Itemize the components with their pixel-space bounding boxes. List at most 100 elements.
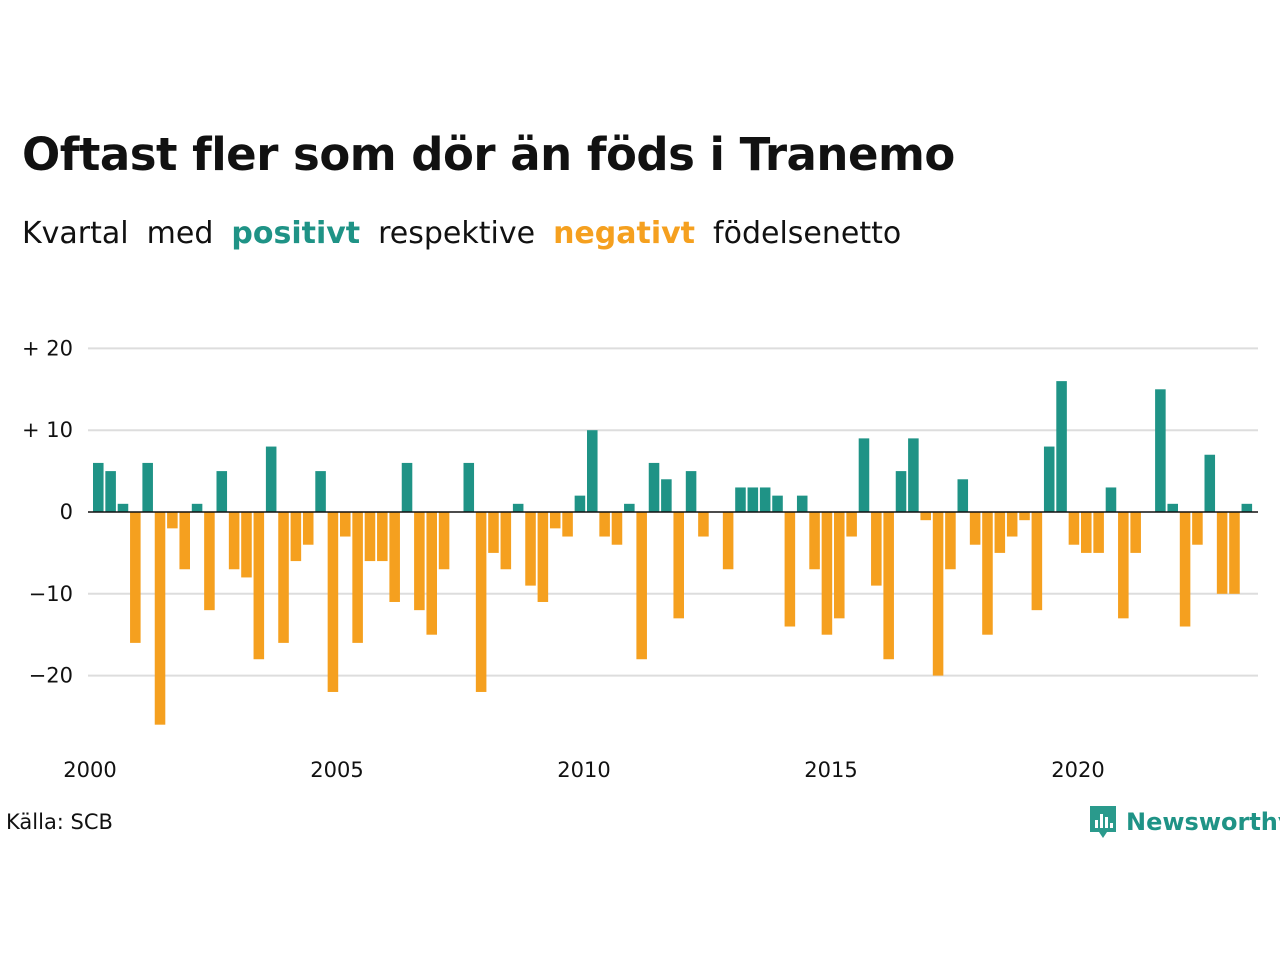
bar <box>216 471 228 512</box>
bar <box>364 512 376 562</box>
subtitle-word-quarter: Kvartal <box>22 216 129 251</box>
subtitle-word-net-births: födelsenetto <box>713 216 902 251</box>
bar <box>241 512 252 578</box>
bar <box>549 512 561 529</box>
bar <box>1229 512 1240 594</box>
bar <box>228 512 240 570</box>
bar <box>438 512 450 570</box>
bar <box>142 462 153 512</box>
newsworthy-logo: Newsworthy <box>1088 804 1280 840</box>
bar <box>377 512 388 562</box>
chart-title: Oftast fler som dör än föds i Tranemo <box>22 128 955 181</box>
bars <box>88 381 1258 725</box>
bar <box>1031 512 1043 611</box>
bar <box>834 512 845 619</box>
x-tick-label: 2015 <box>804 758 857 782</box>
bar <box>698 512 709 537</box>
bar <box>982 512 993 635</box>
bar <box>809 512 820 570</box>
bar <box>475 512 487 692</box>
bar <box>1105 487 1117 512</box>
bar <box>648 462 660 512</box>
bar <box>994 512 1006 553</box>
x-axis-labels: 2000 2005 2010 2015 2020 <box>63 758 1104 782</box>
y-tick-label: −10 <box>29 582 73 606</box>
bar <box>624 503 635 512</box>
bar <box>167 512 178 529</box>
bar <box>772 495 783 512</box>
bar <box>1216 512 1228 594</box>
y-tick-label: −20 <box>29 664 73 688</box>
bar <box>883 512 894 660</box>
chart-subtitle: Kvartal med positivt respektive negativt föde… <box>22 216 919 251</box>
bar <box>1043 446 1055 512</box>
bar <box>945 512 956 570</box>
bar <box>747 487 759 512</box>
bar <box>895 471 907 512</box>
bar <box>957 479 969 512</box>
x-tick-label: 2000 <box>63 758 116 782</box>
bar <box>1241 503 1253 512</box>
bar <box>1204 454 1216 512</box>
bar <box>500 512 512 570</box>
x-tick-label: 2005 <box>310 758 363 782</box>
bar <box>1056 381 1067 512</box>
bar <box>574 495 586 512</box>
bar <box>463 462 475 512</box>
bar <box>784 512 796 627</box>
x-tick-label: 2010 <box>557 758 610 782</box>
bar <box>1093 512 1104 553</box>
subtitle-negative-word: negativt <box>553 216 696 251</box>
bar <box>1081 512 1092 553</box>
bar <box>154 512 166 725</box>
bar <box>1019 512 1030 521</box>
x-tick-label: 2020 <box>1051 758 1104 782</box>
y-tick-label: + 10 <box>22 418 73 442</box>
bar <box>1006 512 1018 537</box>
bar <box>821 512 833 635</box>
bar <box>327 512 339 692</box>
bar <box>1167 503 1178 512</box>
bar <box>1118 512 1129 619</box>
bar <box>340 512 351 537</box>
bar <box>537 512 549 602</box>
bar <box>932 512 944 676</box>
bar <box>599 512 610 537</box>
bar <box>1155 389 1166 512</box>
subtitle-word-respectively: respektive <box>378 216 536 251</box>
bar <box>735 487 746 512</box>
bar <box>1068 512 1080 545</box>
bar <box>1192 512 1203 545</box>
bar <box>253 512 265 660</box>
bar <box>414 512 425 611</box>
y-tick-label: 0 <box>60 500 73 524</box>
bar <box>871 512 882 586</box>
bar <box>105 471 116 512</box>
bar <box>759 487 771 512</box>
bar <box>525 512 536 586</box>
bar <box>796 495 808 512</box>
bar <box>512 503 524 512</box>
bar <box>130 512 141 643</box>
bar <box>204 512 215 611</box>
bar <box>191 503 203 512</box>
bar-chart-speech-icon <box>1090 806 1116 838</box>
bar <box>722 512 734 570</box>
logo-text: Newsworthy <box>1126 808 1280 836</box>
bar <box>315 471 326 512</box>
bar <box>278 512 289 643</box>
bar <box>426 512 437 635</box>
bar <box>93 462 104 512</box>
bar <box>908 438 919 512</box>
bar <box>401 462 413 512</box>
bar <box>488 512 499 553</box>
bar <box>290 512 302 562</box>
bar <box>846 512 857 537</box>
bar <box>858 438 870 512</box>
y-tick-label: + 20 <box>22 336 73 360</box>
bar <box>1179 512 1191 627</box>
bar <box>969 512 981 545</box>
bar <box>562 512 573 537</box>
bar <box>636 512 647 660</box>
bar <box>685 471 697 512</box>
